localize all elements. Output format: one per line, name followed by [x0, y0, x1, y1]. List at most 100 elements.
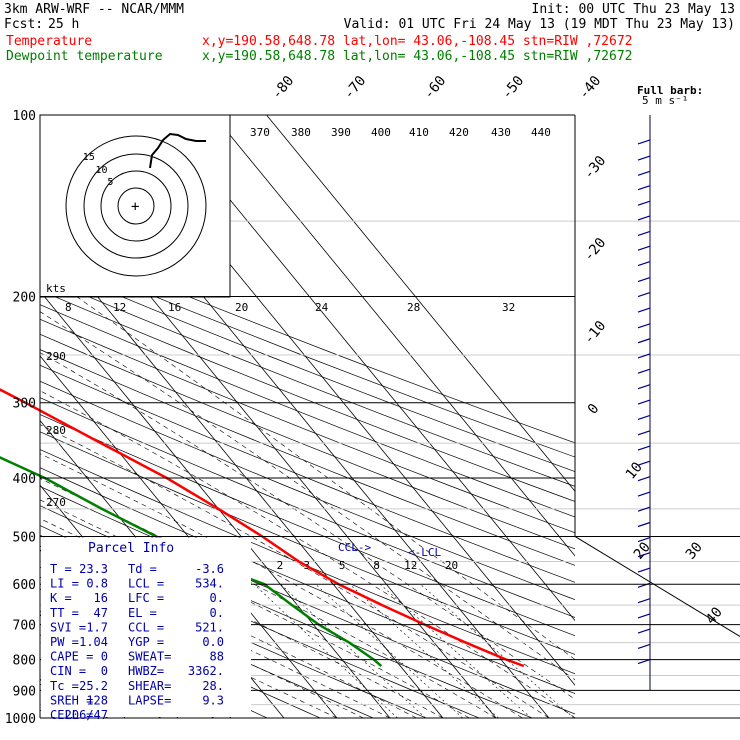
dry-adiabat	[40, 248, 575, 458]
dry-adiabat	[40, 318, 575, 534]
isotherm	[40, 355, 338, 718]
dry-adiabat	[40, 289, 575, 502]
wind-barb	[637, 139, 651, 145]
dry-adiabat	[40, 333, 575, 550]
isotherm	[266, 115, 575, 492]
parcel-info-cell: 9.3	[202, 693, 224, 707]
parcel-info-cell: EL =	[128, 606, 157, 620]
dewpoint-line	[0, 456, 383, 667]
dry-adiabat	[40, 304, 575, 518]
parcel-info-cell: 0.8	[86, 577, 108, 591]
isotherm-label: 30	[683, 539, 706, 562]
parcel-info-cell: SVI =	[50, 620, 86, 634]
temperature-line	[0, 388, 525, 668]
parcel-info-cell: T =	[50, 562, 72, 576]
model-title: 3km ARW-WRF -- NCAR/MMM	[4, 2, 184, 17]
mixing-ratio-line	[349, 583, 499, 718]
hodo-center-mark: +	[131, 199, 139, 215]
wind-barb	[637, 521, 651, 528]
wind-barb	[637, 291, 651, 298]
dry-adiabat	[40, 235, 575, 444]
parcel-info-cell: CCL =	[128, 620, 164, 634]
dry-adiabat	[40, 364, 575, 583]
parcel-info-cell: SREH =	[50, 693, 93, 707]
wind-barb	[637, 170, 651, 176]
wind-barb	[637, 506, 651, 512]
wind-barb	[637, 536, 651, 543]
pressure-label: 300	[13, 397, 36, 412]
lcl-label: <-LCL	[408, 546, 441, 559]
pressure-label: 600	[13, 578, 36, 593]
dry-adiabat	[40, 449, 575, 675]
theta-label: 410	[409, 126, 429, 139]
wind-barb	[637, 338, 651, 344]
wind-barb	[637, 323, 651, 329]
parcel-info-cell: LI =	[50, 577, 79, 591]
parcel-info-cell: K =	[50, 591, 72, 605]
dry-adiabat	[40, 431, 575, 655]
mixing-ratio-line	[379, 583, 532, 718]
parcel-info-cell: 47	[94, 606, 108, 620]
dry-adiabat	[40, 262, 575, 472]
mixing-ratio-label: 20	[445, 559, 458, 572]
legend-dewpoint-info: x,y=190.58,648.78 lat,lon= 43.06,-108.45…	[202, 49, 632, 64]
wind-barb	[637, 155, 651, 161]
parcel-info-cell: 0.	[210, 591, 224, 605]
mixing-ratio-label: 2	[277, 559, 284, 572]
hodo-speed-label: 24	[315, 301, 329, 314]
parcel-info-cell: Tc =	[50, 679, 79, 693]
hodo-ring	[65, 135, 207, 277]
parcel-info-cell: LFC =	[128, 591, 164, 605]
mixing-ratio-label: 5	[339, 559, 346, 572]
hodo-speed-label: 8	[65, 301, 72, 314]
hodo-speed-label: 28	[407, 301, 420, 314]
wind-barb	[637, 658, 651, 665]
theta-label: 370	[250, 126, 270, 139]
theta-label: 430	[491, 126, 511, 139]
mixing-ratio-label: 8	[373, 559, 380, 572]
hodo-speed-label: 12	[113, 301, 126, 314]
dry-adiabat	[40, 467, 575, 694]
dry-adiabat	[40, 275, 575, 487]
wind-barb	[637, 200, 651, 206]
parcel-info-title: Parcel Info	[88, 541, 174, 556]
parcel-info-panel: Parcel Info T = 23.3 Td = -3.6 LI = 0.8 LCL = 53…	[41, 537, 251, 722]
theta-label: 390	[331, 126, 351, 139]
pressure-label: 400	[13, 472, 36, 487]
isotherm-label: -80	[269, 73, 298, 103]
theta-label: 440	[531, 126, 551, 139]
barb-legend-unit: 5 m s⁻¹	[642, 94, 688, 107]
dry-adiabat	[40, 349, 575, 566]
wind-barb	[637, 276, 651, 283]
isotherm-label: 0	[585, 401, 603, 418]
dry-adiabat	[40, 588, 322, 718]
parcel-info-cell: 25.2	[79, 679, 108, 693]
wind-barb	[637, 552, 651, 558]
forecast-label: Fcst:	[4, 17, 43, 32]
init-time: Init: 00 UTC Thu 23 May 13	[532, 2, 736, 17]
parcel-info-bg	[41, 537, 251, 717]
theta-label: 290	[46, 350, 66, 363]
parcel-info-cell: Td =	[128, 562, 157, 576]
hodo-speed-label: 32	[502, 301, 515, 314]
parcel-info-cell: 521.	[195, 620, 224, 634]
parcel-info-cell: 0.	[210, 606, 224, 620]
mixing-ratio-line	[420, 583, 575, 718]
moist-adiabat	[40, 534, 417, 718]
parcel-info-cell: TT =	[50, 606, 79, 620]
wind-barb	[637, 384, 651, 390]
ccl-label: CCL->	[338, 541, 371, 554]
parcel-info-cell: HWBZ=	[128, 664, 164, 678]
hodo-ring	[117, 187, 155, 225]
wind-barb	[637, 260, 651, 267]
mixing-ratio-label: 12	[404, 559, 417, 572]
parcel-info-cell: 1.04	[79, 635, 108, 649]
wind-barb	[637, 185, 651, 191]
isotherm-label: -10	[581, 318, 610, 348]
parcel-info-cell: CELL =	[50, 708, 93, 722]
wind-barb	[637, 460, 651, 466]
profile-series	[0, 388, 525, 668]
pressure-label: 800	[13, 654, 36, 669]
